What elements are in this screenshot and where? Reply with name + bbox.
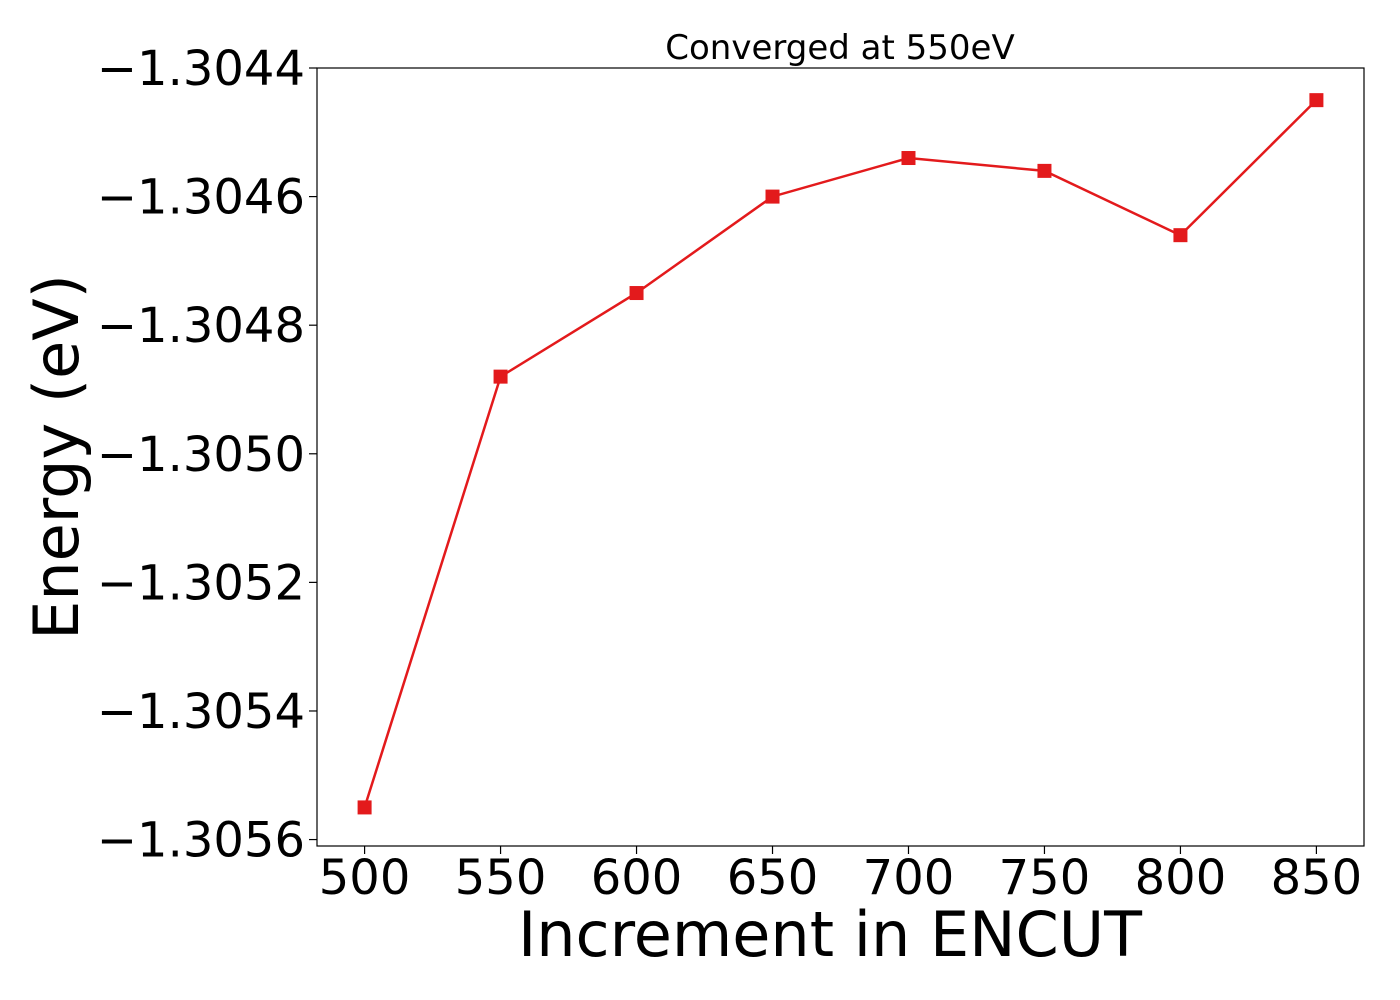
data-point-marker — [629, 286, 644, 301]
data-point-marker — [357, 800, 372, 815]
y-tick-label: −1.3050 — [97, 427, 305, 483]
energy-series-markers — [357, 93, 1324, 815]
x-tick-label: 500 — [319, 850, 411, 906]
y-tick-label: −1.3046 — [97, 170, 305, 226]
data-point-marker — [1037, 163, 1052, 178]
y-axis-ticks: −1.3056 −1.3054 −1.3052 −1.3050 −1.3048 −1.30… — [97, 41, 317, 869]
plot-frame — [316, 67, 1365, 847]
x-tick-label: 700 — [863, 850, 955, 906]
y-tick-label: −1.3052 — [97, 555, 305, 611]
y-tick-label: −1.3048 — [97, 298, 305, 354]
x-tick-label: 850 — [1271, 850, 1363, 906]
x-tick-label: 550 — [455, 850, 547, 906]
x-tick-label: 800 — [1135, 850, 1227, 906]
x-tick-label: 600 — [591, 850, 683, 906]
y-axis-label: Energy (eV) — [20, 274, 93, 640]
data-point-marker — [1173, 228, 1188, 243]
y-tick-label: −1.3044 — [97, 41, 305, 97]
data-point-marker — [493, 369, 508, 384]
x-axis-ticks: 500 550 600 650 700 750 800 850 — [319, 846, 1362, 906]
x-tick-label: 750 — [999, 850, 1091, 906]
x-tick-label: 650 — [727, 850, 819, 906]
y-tick-label: −1.3056 — [97, 813, 305, 869]
y-tick-label: −1.3054 — [97, 684, 305, 740]
data-point-marker — [765, 189, 780, 204]
data-point-marker — [1309, 93, 1324, 108]
x-axis-label: Increment in ENCUT — [518, 898, 1143, 971]
data-point-marker — [901, 151, 916, 166]
chart-title: Converged at 550eV — [665, 28, 1014, 68]
energy-series-line — [363, 99, 1318, 808]
